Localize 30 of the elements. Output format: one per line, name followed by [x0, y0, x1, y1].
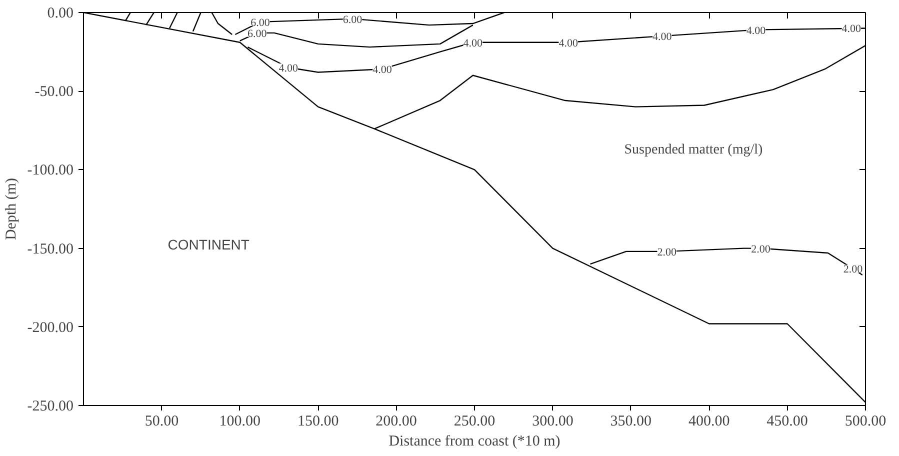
y-tick-label: -100.00: [27, 162, 74, 179]
x-tick-label: 250.00: [454, 414, 496, 430]
annotation: 2.00: [843, 264, 864, 276]
x-tick-label: 50.00: [144, 414, 179, 430]
y-tick-label: -250.00: [27, 398, 74, 414]
y-axis-title: Depth (m): [3, 178, 20, 240]
x-tick-label: 500.00: [844, 414, 886, 430]
annotation: 2.00: [751, 243, 771, 256]
y-tick-label: 0.00: [47, 6, 74, 22]
y-tick-label: -50.00: [34, 84, 74, 100]
x-tick-label: 150.00: [297, 414, 339, 430]
y-tick-label: -150.00: [27, 241, 74, 258]
annotation: 4.00: [372, 64, 392, 76]
annotation: 4.00: [842, 23, 862, 36]
x-tick-label: 350.00: [610, 414, 652, 430]
x-tick-label: 450.00: [766, 414, 808, 430]
annotation: 4.00: [652, 31, 672, 44]
annotation: 2.00: [657, 246, 677, 258]
annotation: 4.00: [558, 37, 578, 50]
y-tick-label: -200.00: [27, 320, 74, 336]
annotation: CONTINENT: [168, 236, 250, 252]
annotation: 4.00: [278, 62, 299, 75]
x-tick-label: 300.00: [532, 414, 574, 430]
x-tick-label: 100.00: [219, 414, 261, 430]
annotation: 4.00: [746, 24, 766, 37]
x-tick-label: 400.00: [688, 414, 730, 430]
x-axis-title: Distance from coast (*10 m): [388, 434, 560, 450]
annotation: 4.00: [463, 37, 484, 50]
annotation: Suspended matter (mg/l): [624, 142, 764, 158]
x-tick-label: 200.00: [376, 414, 417, 430]
